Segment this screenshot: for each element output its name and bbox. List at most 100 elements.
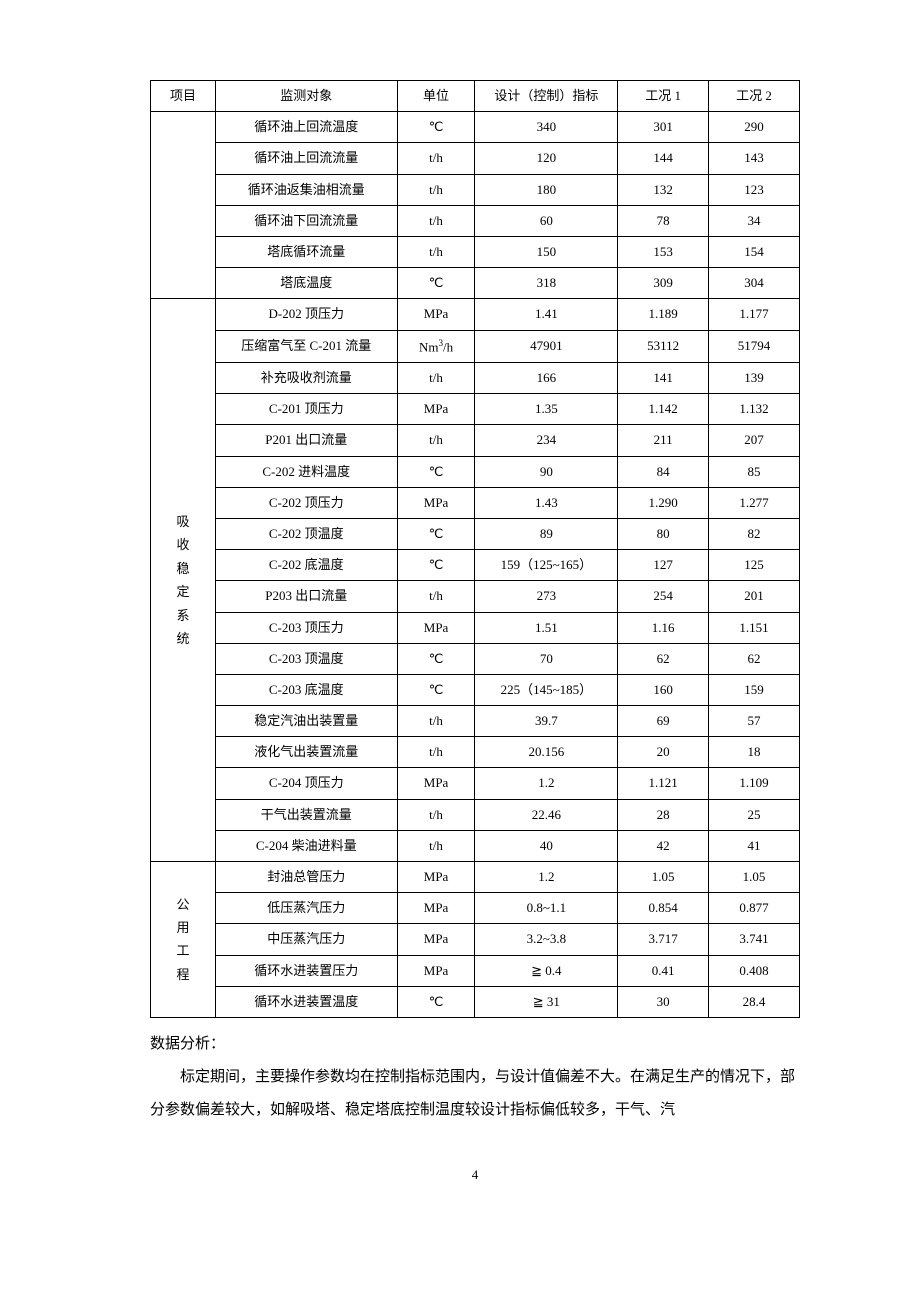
c2-cell: 1.177 (709, 299, 800, 330)
c1-cell: 1.290 (618, 487, 709, 518)
table-row: 中压蒸汽压力MPa3.2~3.83.7173.741 (151, 924, 800, 955)
unit-cell: t/h (397, 205, 475, 236)
monitor-cell: P201 出口流量 (215, 425, 397, 456)
design-cell: 70 (475, 643, 618, 674)
c1-cell: 309 (618, 268, 709, 299)
design-cell: 1.35 (475, 394, 618, 425)
design-cell: ≧ 0.4 (475, 955, 618, 986)
c2-cell: 1.132 (709, 394, 800, 425)
design-cell: 225（145~185） (475, 674, 618, 705)
table-row: C-201 顶压力MPa1.351.1421.132 (151, 394, 800, 425)
monitor-cell: 稳定汽油出装置量 (215, 706, 397, 737)
unit-cell: t/h (397, 174, 475, 205)
design-cell: 1.2 (475, 862, 618, 893)
group-label (151, 112, 216, 299)
unit-cell: MPa (397, 768, 475, 799)
unit-cell: t/h (397, 581, 475, 612)
c2-cell: 85 (709, 456, 800, 487)
table-row: P203 出口流量t/h273254201 (151, 581, 800, 612)
c1-cell: 84 (618, 456, 709, 487)
c1-cell: 20 (618, 737, 709, 768)
design-cell: 47901 (475, 330, 618, 363)
monitor-cell: 循环油下回流流量 (215, 205, 397, 236)
monitor-cell: C-201 顶压力 (215, 394, 397, 425)
table-row: 循环水进装置温度℃≧ 313028.4 (151, 986, 800, 1017)
monitor-cell: C-202 顶压力 (215, 487, 397, 518)
unit-cell: MPa (397, 924, 475, 955)
design-cell: 39.7 (475, 706, 618, 737)
monitor-cell: 液化气出装置流量 (215, 737, 397, 768)
unit-cell: t/h (397, 737, 475, 768)
table-row: 稳定汽油出装置量t/h39.76957 (151, 706, 800, 737)
c2-cell: 57 (709, 706, 800, 737)
c2-cell: 159 (709, 674, 800, 705)
monitor-cell: C-204 柴油进料量 (215, 830, 397, 861)
c2-cell: 34 (709, 205, 800, 236)
c1-cell: 211 (618, 425, 709, 456)
design-cell: 150 (475, 236, 618, 267)
design-cell: 20.156 (475, 737, 618, 768)
table-row: 循环水进装置压力MPa≧ 0.40.410.408 (151, 955, 800, 986)
unit-cell: ℃ (397, 674, 475, 705)
table-header-row: 项目 监测对象 单位 设计（控制）指标 工况 1 工况 2 (151, 81, 800, 112)
unit-cell: ℃ (397, 112, 475, 143)
c1-cell: 1.05 (618, 862, 709, 893)
th-unit: 单位 (397, 81, 475, 112)
c2-cell: 207 (709, 425, 800, 456)
table-row: 吸收稳定系统D-202 顶压力MPa1.411.1891.177 (151, 299, 800, 330)
design-cell: 90 (475, 456, 618, 487)
th-design: 设计（控制）指标 (475, 81, 618, 112)
c2-cell: 25 (709, 799, 800, 830)
unit-cell: t/h (397, 236, 475, 267)
table-row: C-202 底温度℃159（125~165）127125 (151, 550, 800, 581)
unit-cell: MPa (397, 955, 475, 986)
th-monitor: 监测对象 (215, 81, 397, 112)
monitor-cell: C-203 顶温度 (215, 643, 397, 674)
c1-cell: 69 (618, 706, 709, 737)
design-cell: 60 (475, 205, 618, 236)
table-row: 循环油上回流温度℃340301290 (151, 112, 800, 143)
c2-cell: 201 (709, 581, 800, 612)
unit-cell: MPa (397, 299, 475, 330)
c2-cell: 18 (709, 737, 800, 768)
c2-cell: 1.05 (709, 862, 800, 893)
table-row: C-204 柴油进料量t/h404241 (151, 830, 800, 861)
monitor-cell: C-203 顶压力 (215, 612, 397, 643)
monitor-cell: 低压蒸汽压力 (215, 893, 397, 924)
page-number: 4 (150, 1167, 800, 1183)
table-row: C-203 底温度℃225（145~185）160159 (151, 674, 800, 705)
c1-cell: 30 (618, 986, 709, 1017)
design-cell: 89 (475, 518, 618, 549)
table-row: C-202 顶压力MPa1.431.2901.277 (151, 487, 800, 518)
table-row: 塔底温度℃318309304 (151, 268, 800, 299)
design-cell: 22.46 (475, 799, 618, 830)
unit-cell: ℃ (397, 643, 475, 674)
monitor-cell: P203 出口流量 (215, 581, 397, 612)
c1-cell: 1.16 (618, 612, 709, 643)
monitor-cell: 循环水进装置温度 (215, 986, 397, 1017)
design-cell: 1.43 (475, 487, 618, 518)
monitor-cell: 中压蒸汽压力 (215, 924, 397, 955)
unit-cell: MPa (397, 612, 475, 643)
c2-cell: 0.877 (709, 893, 800, 924)
c2-cell: 123 (709, 174, 800, 205)
th-c1: 工况 1 (618, 81, 709, 112)
c1-cell: 141 (618, 363, 709, 394)
monitor-cell: 循环水进装置压力 (215, 955, 397, 986)
table-row: C-202 进料温度℃908485 (151, 456, 800, 487)
unit-cell: MPa (397, 862, 475, 893)
design-cell: 120 (475, 143, 618, 174)
c1-cell: 301 (618, 112, 709, 143)
c1-cell: 160 (618, 674, 709, 705)
group-label: 公用工程 (151, 862, 216, 1018)
c2-cell: 1.109 (709, 768, 800, 799)
unit-cell: MPa (397, 893, 475, 924)
table-row: 循环油下回流流量t/h607834 (151, 205, 800, 236)
c1-cell: 62 (618, 643, 709, 674)
c1-cell: 3.717 (618, 924, 709, 955)
design-cell: 273 (475, 581, 618, 612)
table-row: C-204 顶压力MPa1.21.1211.109 (151, 768, 800, 799)
table-row: P201 出口流量t/h234211207 (151, 425, 800, 456)
c2-cell: 3.741 (709, 924, 800, 955)
design-cell: 0.8~1.1 (475, 893, 618, 924)
